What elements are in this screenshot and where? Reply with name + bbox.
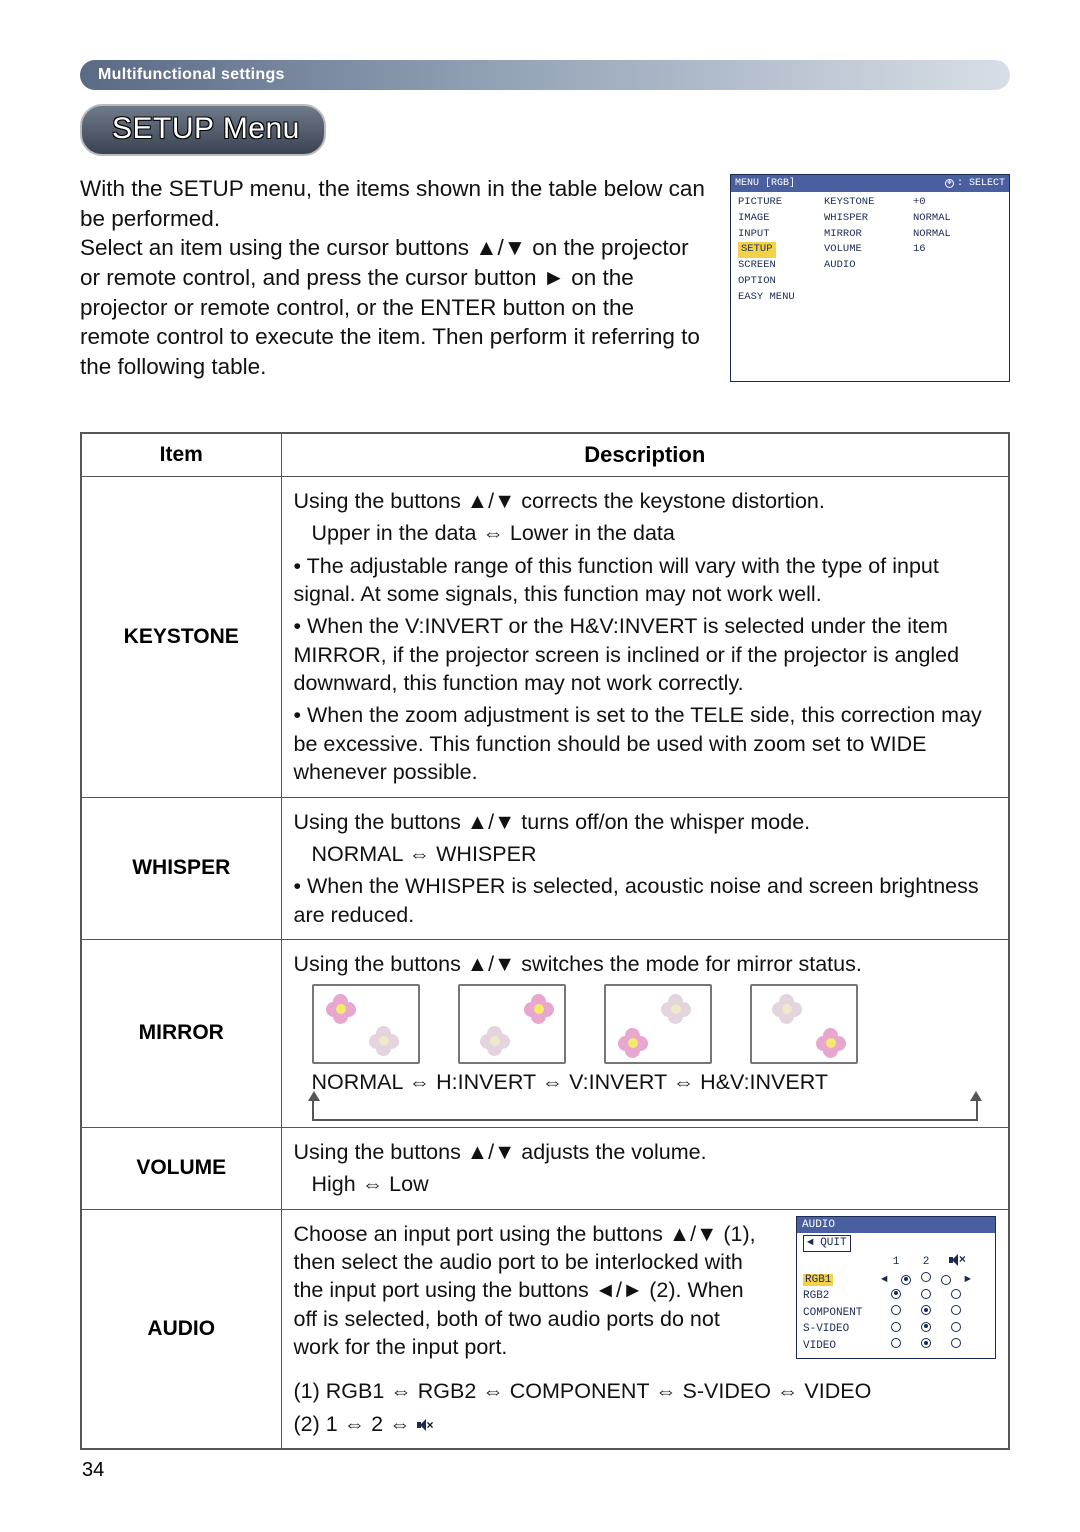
audio-osd: AUDIO◄ QUIT12×RGB1◄►RGB2COMPONENTS-VIDEO… — [796, 1216, 996, 1359]
table-row: AUDIOChoose an input port using the butt… — [81, 1209, 1009, 1449]
intro-row: With the SETUP menu, the items shown in … — [80, 174, 1010, 382]
page-title: SETUP Menu — [112, 112, 300, 145]
row-item: MIRROR — [81, 940, 281, 1128]
audio-input-label: S-VIDEO — [803, 1322, 881, 1337]
intro-text: With the SETUP menu, the items shown in … — [80, 174, 705, 382]
osd-param-label: WHISPER — [823, 211, 908, 227]
audio-osd-title: AUDIO — [797, 1217, 995, 1234]
row-item: WHISPER — [81, 797, 281, 940]
audio-input-label: RGB1 — [803, 1273, 881, 1288]
table-row: MIRRORUsing the buttons ▲/▼ switches the… — [81, 940, 1009, 1128]
osd-menu-item: OPTION — [737, 274, 819, 290]
row-description: Choose an input port using the buttons ▲… — [281, 1209, 1009, 1449]
osd-menu-item: SCREEN — [737, 258, 819, 274]
mute-icon: × — [417, 1419, 431, 1431]
section-header-text: Multifunctional settings — [98, 66, 285, 84]
osd-param-label: AUDIO — [823, 258, 908, 274]
row-description: Using the buttons ▲/▼ turns off/on the w… — [281, 797, 1009, 940]
osd-header-right: ✥ : SELECT — [945, 176, 1005, 191]
osd-menu-item: SETUP — [737, 242, 819, 258]
setup-table: Item Description KEYSTONEUsing the butto… — [80, 432, 1010, 1450]
table-row: WHISPERUsing the buttons ▲/▼ turns off/o… — [81, 797, 1009, 940]
joystick-icon: ✥ — [945, 179, 954, 188]
table-row: VOLUMEUsing the buttons ▲/▼ adjusts the … — [81, 1127, 1009, 1209]
osd-header-left: MENU [RGB] — [735, 176, 795, 191]
mirror-preview-card — [750, 984, 858, 1064]
audio-osd-quit: ◄ QUIT — [803, 1235, 851, 1252]
row-description: Using the buttons ▲/▼ switches the mode … — [281, 940, 1009, 1128]
osd-param-value: 16 — [912, 242, 1003, 258]
cycle-arrow — [312, 1101, 979, 1121]
row-item: KEYSTONE — [81, 476, 281, 797]
osd-menu-item: IMAGE — [737, 211, 819, 227]
page-title-pill: SETUP Menu — [80, 104, 326, 156]
row-item: AUDIO — [81, 1209, 281, 1449]
section-header: Multifunctional settings — [80, 60, 1010, 90]
page-number: 34 — [82, 1459, 104, 1482]
osd-param-value: NORMAL — [912, 211, 1003, 227]
col-header-item: Item — [81, 433, 281, 477]
osd-menu-item: EASY MENU — [737, 290, 819, 306]
row-description: Using the buttons ▲/▼ corrects the keyst… — [281, 476, 1009, 797]
mute-icon: × — [949, 1254, 963, 1266]
osd-param-label: VOLUME — [823, 242, 908, 258]
osd-menu-preview: MENU [RGB] ✥ : SELECT PICTUREIMAGEINPUTS… — [730, 174, 1010, 382]
table-header-row: Item Description — [81, 433, 1009, 477]
osd-param-label: MIRROR — [823, 227, 908, 243]
osd-param-label: KEYSTONE — [823, 195, 908, 211]
col-header-description: Description — [281, 433, 1009, 477]
mirror-preview-card — [458, 984, 566, 1064]
osd-select-label: : SELECT — [957, 176, 1005, 191]
audio-input-label: COMPONENT — [803, 1306, 881, 1321]
mirror-preview-card — [604, 984, 712, 1064]
osd-header: MENU [RGB] ✥ : SELECT — [731, 175, 1009, 192]
mirror-preview-card — [312, 984, 420, 1064]
table-row: KEYSTONEUsing the buttons ▲/▼ corrects t… — [81, 476, 1009, 797]
row-description: Using the buttons ▲/▼ adjusts the volume… — [281, 1127, 1009, 1209]
mirror-preview-row — [294, 984, 997, 1064]
row-item: VOLUME — [81, 1127, 281, 1209]
audio-input-label: RGB2 — [803, 1289, 881, 1304]
osd-body: PICTUREIMAGEINPUTSETUPSCREENOPTIONEASY M… — [731, 192, 1009, 345]
osd-param-value: NORMAL — [912, 227, 1003, 243]
osd-menu-item: PICTURE — [737, 195, 819, 211]
osd-param-value: +0 — [912, 195, 1003, 211]
osd-menu-item: INPUT — [737, 227, 819, 243]
audio-input-label: VIDEO — [803, 1339, 881, 1354]
